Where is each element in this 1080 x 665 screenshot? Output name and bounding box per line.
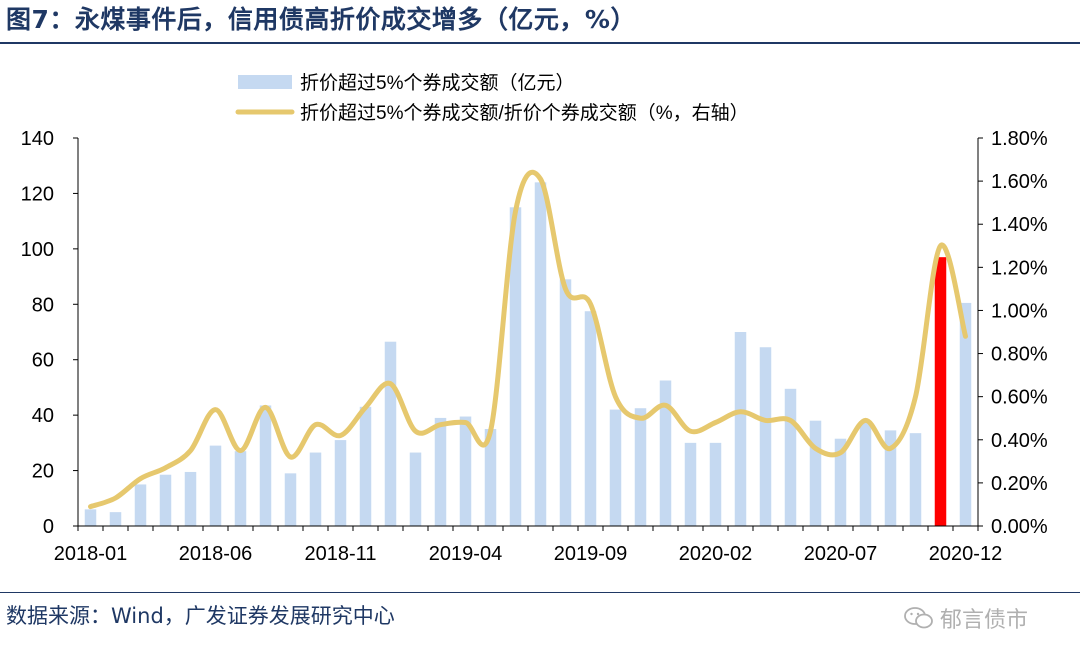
bar [759, 347, 772, 526]
legend-bar-label: 折价超过5%个券成交额（亿元） [300, 72, 574, 94]
bar [484, 429, 497, 526]
x-tick-label: 2020-12 [929, 543, 1002, 565]
y-right-tick-label: 0.00% [991, 516, 1048, 538]
x-tick-label: 2020-02 [679, 543, 752, 565]
bar [584, 311, 597, 526]
x-tick-label: 2019-09 [554, 543, 627, 565]
y-left-tick-label: 140 [21, 128, 54, 150]
ratio-line [88, 169, 968, 510]
bar [784, 388, 797, 526]
legend-line-label: 折价超过5%个券成交额/折价个券成交额（%，右轴） [300, 102, 749, 124]
y-left-tick-label: 20 [32, 461, 54, 483]
bar-series [84, 182, 972, 527]
bar [209, 445, 222, 526]
title-rule [0, 42, 1080, 44]
chart-title: 图7：永煤事件后，信用债高折价成交增多（亿元，%） [6, 5, 636, 34]
y-left-tick-label: 60 [32, 350, 54, 372]
bar [909, 433, 922, 526]
bar [534, 182, 547, 527]
bar [134, 484, 147, 526]
y-left-tick-label: 100 [21, 239, 54, 261]
y-right-tick-label: 0.20% [991, 473, 1048, 495]
y-right-tick-label: 0.40% [991, 430, 1048, 452]
bar [709, 442, 722, 526]
bar [884, 430, 897, 526]
y-right-tick-label: 1.20% [991, 257, 1048, 279]
watermark-text: 郁言债市 [940, 608, 1029, 633]
bar [234, 451, 247, 526]
y-right-tick-label: 1.40% [991, 214, 1048, 236]
legend-bar-swatch [238, 75, 292, 89]
bar [184, 471, 197, 526]
x-tick-label: 2018-01 [54, 543, 127, 565]
bar [109, 512, 122, 526]
bar [459, 416, 472, 526]
y-left-tick-label: 80 [32, 294, 54, 316]
footer-rule [0, 592, 1080, 593]
bar [284, 473, 297, 526]
source-note: 数据来源：Wind，广发证券发展研究中心 [6, 604, 395, 628]
y-right-tick-label: 1.00% [991, 300, 1048, 322]
bar [559, 279, 572, 526]
bar [609, 409, 622, 526]
y-right-tick-label: 0.60% [991, 387, 1048, 409]
y-right-tick-label: 0.80% [991, 344, 1048, 366]
y-right-tick-label: 1.80% [991, 128, 1048, 150]
bar [509, 207, 522, 527]
bar [959, 302, 972, 526]
bar [659, 380, 672, 526]
bar [309, 452, 322, 526]
y-left-tick-label: 40 [32, 405, 54, 427]
bar [809, 420, 822, 526]
bar [359, 406, 372, 526]
bar [834, 438, 847, 526]
x-tick-label: 2018-06 [179, 543, 252, 565]
y-left-tick-label: 0 [43, 516, 54, 538]
bar [159, 474, 172, 526]
bar [734, 332, 747, 526]
x-tick-label: 2019-04 [429, 543, 502, 565]
bar [634, 408, 647, 526]
y-left-tick-label: 120 [21, 183, 54, 205]
axes: 0 20 40 60 80 100 120 140 0.00% 0.20% 0.40% 0.60% 0.… [21, 128, 1048, 565]
bar [684, 442, 697, 526]
watermark: 郁言债市 [904, 600, 1028, 636]
bar [384, 341, 397, 526]
bar [434, 417, 447, 526]
bar [409, 452, 422, 526]
bar [84, 509, 97, 526]
bar [859, 422, 872, 526]
x-tick-label: 2018-11 [305, 543, 377, 565]
wechat-icon [904, 607, 933, 629]
chart: 折价超过5%个券成交额（亿元） 折价超过5%个券成交额/折价个券成交额（%，右轴… [21, 72, 1048, 565]
bar-highlight [934, 257, 947, 526]
bar [334, 440, 347, 526]
y-right-tick-label: 1.60% [991, 171, 1048, 193]
legend: 折价超过5%个券成交额（亿元） 折价超过5%个券成交额/折价个券成交额（%，右轴… [235, 72, 749, 124]
x-tick-label: 2020-07 [804, 543, 877, 565]
bar [259, 405, 272, 526]
